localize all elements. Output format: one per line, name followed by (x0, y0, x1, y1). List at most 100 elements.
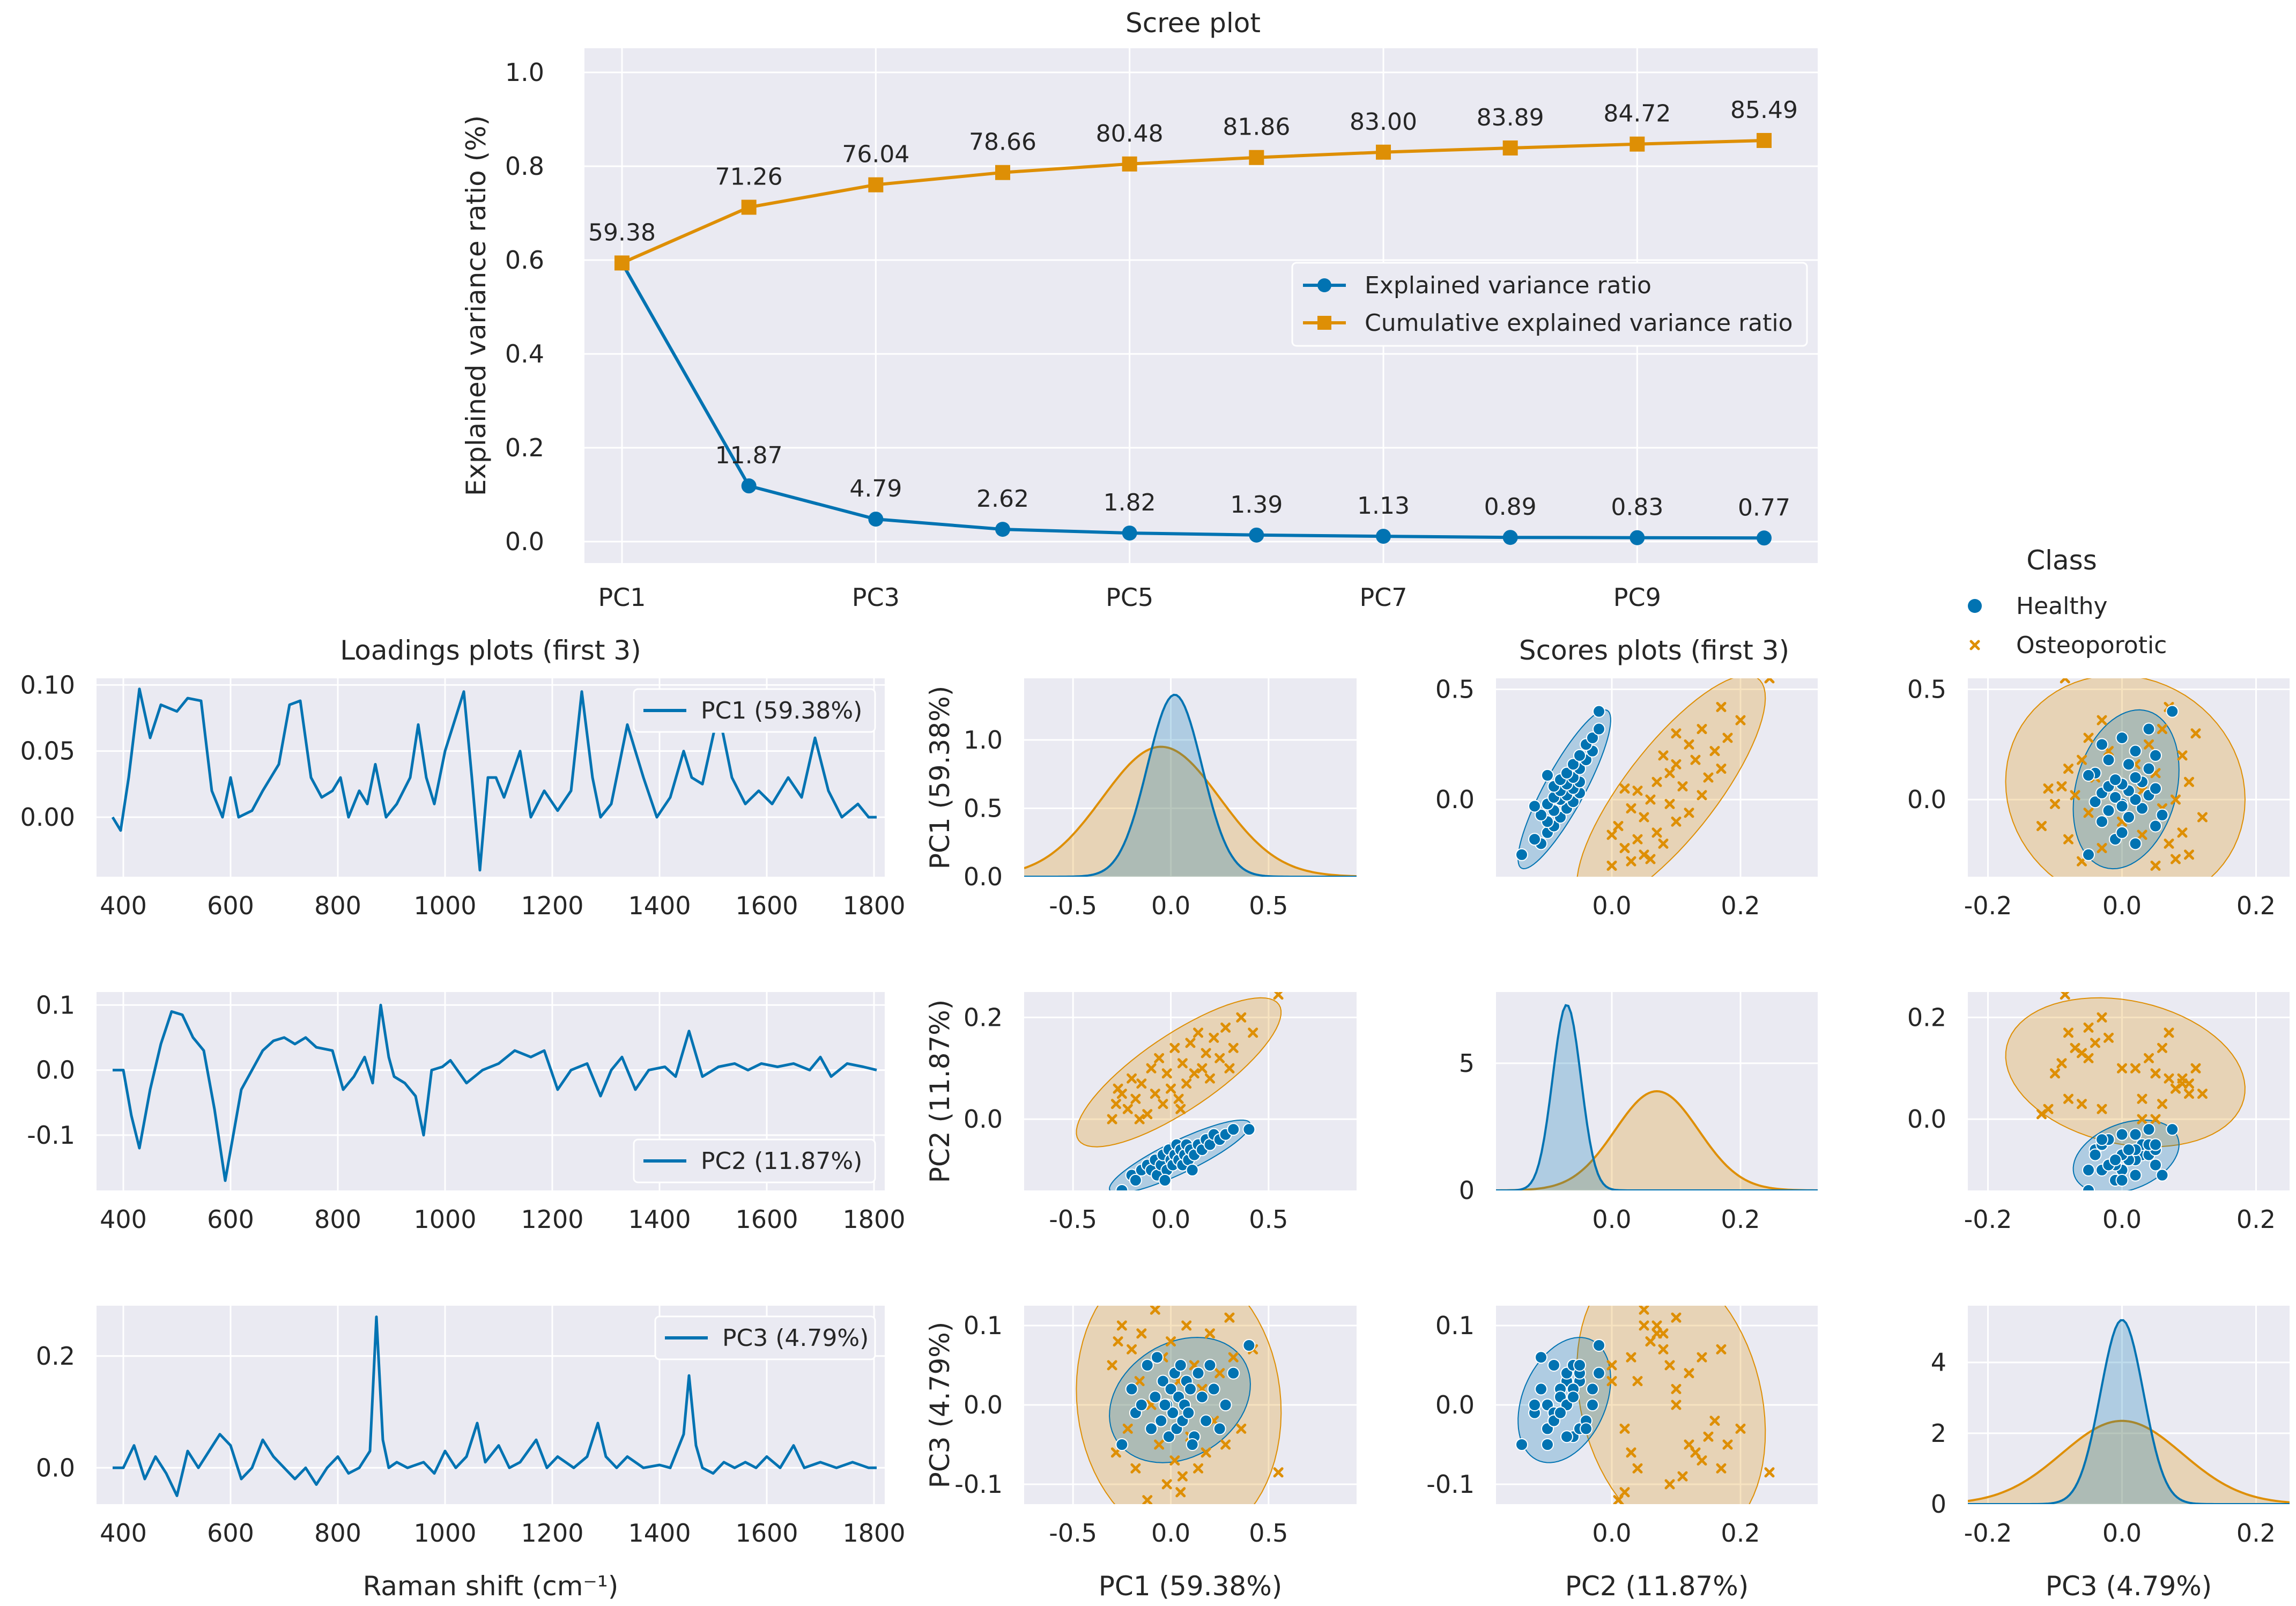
point-healthy (2166, 705, 2179, 718)
pair-ytick: 0.0 (1435, 1390, 1475, 1419)
pair-xtick: -0.2 (1964, 1205, 2012, 1234)
point-healthy (1528, 800, 1541, 813)
point-healthy (1184, 1382, 1197, 1396)
point-healthy (1541, 768, 1554, 782)
loadings-xtick: 1600 (735, 891, 798, 920)
explained-data-label: 1.82 (1103, 489, 1156, 516)
pair-xtick: 0.0 (1592, 1205, 1631, 1234)
explained-data-label: 0.89 (1484, 493, 1537, 521)
cumulative-data-label: 76.04 (842, 141, 909, 168)
point-healthy (1191, 1366, 1205, 1380)
point-healthy (1129, 1174, 1142, 1187)
point-healthy (1199, 1414, 1213, 1427)
pair-xtick: 0.2 (2236, 891, 2276, 920)
cumulative-data-label: 81.86 (1223, 114, 1290, 141)
loadings-xtick: 1000 (413, 891, 476, 920)
pair-xlabel: PC1 (59.38%) (1099, 1571, 1282, 1602)
pair-ytick: 0.1 (1435, 1311, 1475, 1340)
cumulative-data-label: 84.72 (1603, 100, 1671, 128)
scree-ytick: 0.2 (505, 433, 544, 462)
pair-xtick: 0.0 (1592, 891, 1631, 920)
cumulative-point (1630, 136, 1645, 152)
point-healthy (2109, 1153, 2122, 1167)
loadings-xtick: 600 (207, 1519, 254, 1548)
pair-ylabel: PC2 (11.87%) (924, 1000, 956, 1183)
loadings-ytick: 0.0 (36, 1056, 75, 1085)
pair-ytick: 0.0 (1907, 785, 1946, 814)
loadings-xtick: 600 (207, 891, 254, 920)
point-healthy (1580, 1422, 1593, 1435)
point-healthy (1186, 1164, 1199, 1177)
point-healthy (1535, 808, 1547, 821)
point-healthy (1227, 1366, 1240, 1380)
pair-panel-r2-c3: 0.0 0.2 -0.2 0.0 0.2 (1907, 992, 2290, 1234)
legend-label-osteoporotic: Osteoporotic (2016, 632, 2167, 659)
cumulative-point (1249, 150, 1264, 165)
point-healthy (1242, 1123, 1256, 1136)
scree-ytick: 0.4 (505, 339, 544, 368)
pair-ytick: 0.5 (1435, 675, 1475, 704)
pair-content (1024, 693, 1357, 877)
loading-line-pc2 (113, 1003, 877, 1182)
pair-ytick: 1.0 (964, 726, 1003, 754)
point-healthy (2156, 808, 2169, 821)
loadings-ytick: 0.2 (36, 1342, 75, 1371)
confidence-ellipse-osteoporotic (1576, 678, 1766, 877)
point-healthy (2115, 1128, 2129, 1141)
point-healthy (1528, 1398, 1541, 1411)
scree-xtick: PC7 (1359, 583, 1407, 612)
scree-legend-box (1291, 262, 1808, 347)
pair-panel-bg (1968, 1306, 2290, 1504)
pair-content (1076, 1306, 1282, 1504)
point-healthy (1156, 1374, 1169, 1388)
loadings-xtick: 1600 (735, 1519, 798, 1548)
loadings-xtick: 400 (100, 891, 147, 920)
point-healthy (2136, 802, 2149, 815)
cumulative-data-label: 59.38 (588, 219, 656, 246)
cumulative-data-label: 78.66 (969, 129, 1036, 156)
point-healthy (1567, 1390, 1580, 1404)
legend-label-healthy: Healthy (2016, 593, 2108, 620)
point-healthy (2095, 815, 2108, 828)
kde-fill-osteoporotic (1968, 1420, 2290, 1504)
point-healthy (2082, 768, 2095, 782)
loadings-xtick: 1000 (413, 1205, 476, 1234)
cumulative-data-label: 85.49 (1730, 97, 1798, 124)
explained-data-label: 1.39 (1230, 491, 1283, 519)
point-healthy (2129, 744, 2142, 758)
pair-ytick: 0.0 (964, 862, 1003, 891)
explained-point (868, 512, 884, 527)
point-healthy (2082, 848, 2095, 861)
cumulative-point (868, 177, 884, 193)
point-healthy (1573, 1359, 1586, 1372)
loadings-xtick: 1800 (842, 1519, 905, 1548)
loadings-legend-box (633, 1138, 876, 1183)
point-healthy (2166, 1123, 2179, 1136)
point-healthy (1145, 1422, 1158, 1435)
point-healthy (1186, 1438, 1199, 1451)
loadings-xtick: 400 (100, 1519, 147, 1548)
point-healthy (1195, 1390, 1209, 1404)
scree-ytick: 0.0 (505, 527, 544, 556)
pair-panel-r2-c1: 0.0 0.2 -0.5 0.0 0.5 PC2 (11.87%) (924, 991, 1357, 1234)
pair-xtick: 0.2 (2236, 1519, 2276, 1548)
kde-line-healthy (1024, 693, 1357, 877)
pair-xtick: 0.5 (1249, 1205, 1288, 1234)
explained-point (1249, 527, 1264, 543)
loadings-xtick: 1200 (521, 1205, 583, 1234)
pair-content (1076, 991, 1283, 1190)
loadings-xtick: 1200 (521, 891, 583, 920)
cumulative-point (1376, 144, 1391, 160)
pair-xtick: 0.0 (1592, 1519, 1631, 1548)
pair-ytick: 0 (1931, 1490, 1946, 1519)
point-healthy (1535, 1351, 1547, 1364)
pair-xtick: -0.2 (1964, 1519, 2012, 1548)
point-healthy (1541, 1438, 1554, 1451)
pair-panel-r1-c2: 0.0 0.5 0.0 0.2 (1435, 675, 1818, 920)
scree-xtick: PC3 (852, 583, 900, 612)
loadings-xtick: 800 (314, 1519, 361, 1548)
scree-title: Scree plot (1125, 8, 1261, 39)
point-healthy (1242, 1339, 1256, 1352)
pair-content (1515, 678, 1773, 877)
legend-marker-explained (1317, 278, 1331, 292)
